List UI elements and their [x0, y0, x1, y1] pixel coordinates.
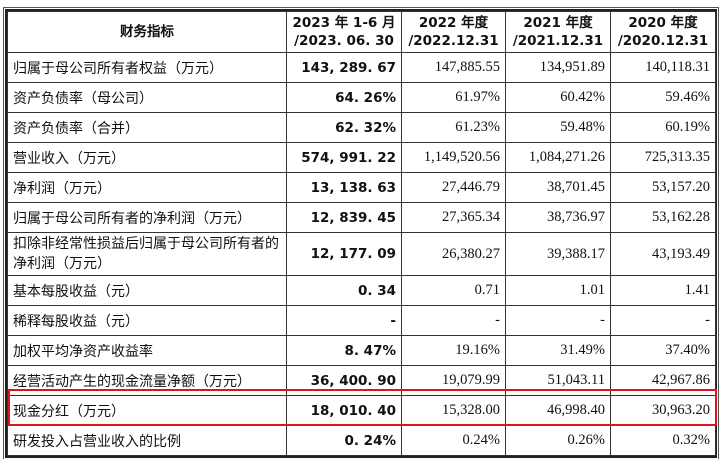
row-value: 18, 010. 40 — [286, 395, 402, 426]
header-2021-date: /2021.12.31 — [512, 33, 604, 49]
row-value: 0.32% — [610, 425, 716, 456]
row-label: 稀释每股收益（元） — [7, 305, 287, 336]
row-value: 59.46% — [610, 82, 716, 113]
row-value: 0.26% — [505, 425, 611, 456]
table-row: 资产负债率（合并） 62. 32% 61.23% 59.48% 60.19% — [7, 112, 716, 143]
header-2022-date: /2022.12.31 — [408, 33, 499, 49]
row-label: 现金分红（万元） — [7, 395, 287, 426]
row-label: 基本每股收益（元） — [7, 275, 287, 306]
row-value: 0. 34 — [286, 275, 402, 306]
table-row: 扣除非经常性损益后归属于母公司所有者的净利润（万元） 12, 177. 09 26,… — [7, 232, 716, 276]
header-2022-period: 2022 年度 — [418, 15, 489, 31]
row-value: 46,998.40 — [505, 395, 611, 426]
row-value: 1.41 — [610, 275, 716, 306]
table-row: 稀释每股收益（元） - - - - — [7, 305, 716, 336]
row-label: 经营活动产生的现金流量净额（万元） — [7, 365, 287, 396]
row-value: 0.71 — [401, 275, 506, 306]
row-label: 资产负债率（母公司） — [7, 82, 287, 113]
table-row: 归属于母公司所有者权益（万元） 143, 289. 67 147,885.55 134… — [7, 52, 716, 83]
row-value: 42,967.86 — [610, 365, 716, 396]
financial-indicators-table: 财务指标 2023 年 1-6 月/2023. 06. 30 2022 年度/2… — [5, 9, 717, 458]
row-value: 53,157.20 — [610, 172, 716, 203]
table-row: 现金分红（万元） 18, 010. 40 15,328.00 46,998.40 30,… — [7, 395, 716, 426]
row-value: 60.19% — [610, 112, 716, 143]
row-value: 0. 24% — [286, 425, 402, 456]
row-value: 61.97% — [401, 82, 506, 113]
row-value: - — [610, 305, 716, 336]
row-value: 61.23% — [401, 112, 506, 143]
row-value: 8. 47% — [286, 335, 402, 366]
row-value: 12, 839. 45 — [286, 202, 402, 233]
table-header-row: 财务指标 2023 年 1-6 月/2023. 06. 30 2022 年度/2… — [7, 11, 716, 53]
row-value: 725,313.35 — [610, 142, 716, 173]
header-2021-period: 2021 年度 — [523, 15, 593, 31]
table-row: 经营活动产生的现金流量净额（万元） 36, 400. 90 19,079.99 51,… — [7, 365, 716, 396]
table-row: 基本每股收益（元） 0. 34 0.71 1.01 1.41 — [7, 275, 716, 306]
row-value: 140,118.31 — [610, 52, 716, 83]
table-row: 归属于母公司所有者的净利润（万元） 12, 839. 45 27,365.34 38,… — [7, 202, 716, 233]
row-value: - — [505, 305, 611, 336]
row-value: 19,079.99 — [401, 365, 506, 396]
row-value: 1.01 — [505, 275, 611, 306]
row-value: 143, 289. 67 — [286, 52, 402, 83]
row-value: 27,446.79 — [401, 172, 506, 203]
row-label: 营业收入（万元） — [7, 142, 287, 173]
table-row: 资产负债率（母公司） 64. 26% 61.97% 60.42% 59.46% — [7, 82, 716, 113]
row-label: 研发投入占营业收入的比例 — [7, 425, 287, 456]
table-row: 净利润（万元） 13, 138. 63 27,446.79 38,701.45 53,1… — [7, 172, 716, 203]
row-value: 62. 32% — [286, 112, 402, 143]
row-value: 30,963.20 — [610, 395, 716, 426]
row-value: 13, 138. 63 — [286, 172, 402, 203]
row-label: 归属于母公司所有者权益（万元） — [7, 52, 287, 83]
row-value: 1,084,271.26 — [505, 142, 611, 173]
row-value: - — [286, 305, 402, 336]
row-value: 0.24% — [401, 425, 506, 456]
row-value: 147,885.55 — [401, 52, 506, 83]
header-2022: 2022 年度/2022.12.31 — [401, 11, 506, 53]
header-indicator: 财务指标 — [7, 11, 287, 53]
row-value: 26,380.27 — [401, 232, 506, 276]
row-value: 64. 26% — [286, 82, 402, 113]
header-2023h1-period: 2023 年 1-6 月 — [292, 15, 396, 31]
row-value: 36, 400. 90 — [286, 365, 402, 396]
header-2023h1: 2023 年 1-6 月/2023. 06. 30 — [286, 11, 402, 53]
row-value: 19.16% — [401, 335, 506, 366]
row-value: 59.48% — [505, 112, 611, 143]
row-label: 归属于母公司所有者的净利润（万元） — [7, 202, 287, 233]
row-label: 加权平均净资产收益率 — [7, 335, 287, 366]
row-value: 15,328.00 — [401, 395, 506, 426]
header-2020: 2020 年度/2020.12.31 — [610, 11, 716, 53]
row-value: 1,149,520.56 — [401, 142, 506, 173]
row-value: 37.40% — [610, 335, 716, 366]
row-value: 38,701.45 — [505, 172, 611, 203]
row-label: 资产负债率（合并） — [7, 112, 287, 143]
row-value: - — [401, 305, 506, 336]
row-value: 134,951.89 — [505, 52, 611, 83]
row-label: 净利润（万元） — [7, 172, 287, 203]
row-value: 60.42% — [505, 82, 611, 113]
row-value: 27,365.34 — [401, 202, 506, 233]
row-value: 31.49% — [505, 335, 611, 366]
header-2020-date: /2020.12.31 — [617, 33, 709, 49]
row-label: 扣除非经常性损益后归属于母公司所有者的净利润（万元） — [7, 232, 287, 276]
header-2020-period: 2020 年度 — [628, 15, 698, 31]
row-value: 43,193.49 — [610, 232, 716, 276]
table-row: 加权平均净资产收益率 8. 47% 19.16% 31.49% 37.40% — [7, 335, 716, 366]
row-value: 39,388.17 — [505, 232, 611, 276]
header-2023h1-date: /2023. 06. 30 — [294, 33, 394, 49]
row-value: 574, 991. 22 — [286, 142, 402, 173]
table-row: 营业收入（万元） 574, 991. 22 1,149,520.56 1,084,27… — [7, 142, 716, 173]
row-value: 12, 177. 09 — [286, 232, 402, 276]
row-value: 51,043.11 — [505, 365, 611, 396]
table-row: 研发投入占营业收入的比例 0. 24% 0.24% 0.26% 0.32% — [7, 425, 716, 456]
row-value: 38,736.97 — [505, 202, 611, 233]
header-2021: 2021 年度/2021.12.31 — [505, 11, 611, 53]
row-value: 53,162.28 — [610, 202, 716, 233]
